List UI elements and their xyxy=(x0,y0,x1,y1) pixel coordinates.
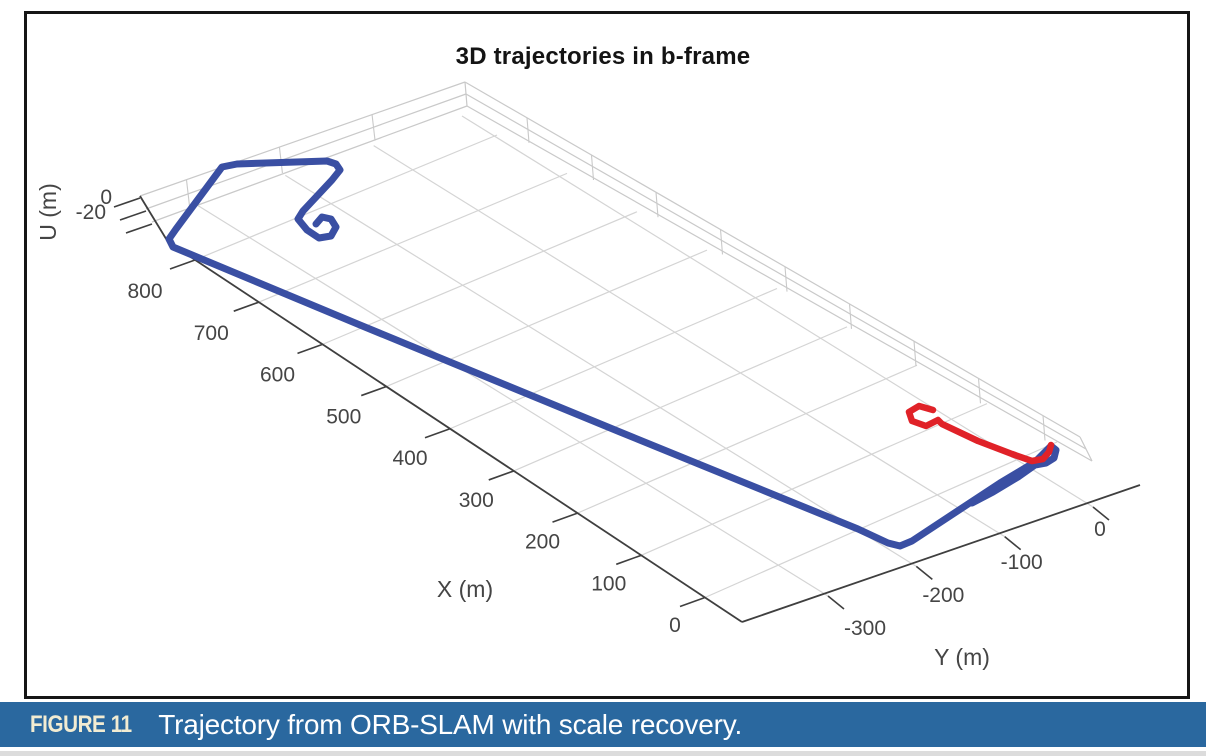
page-bottom-edge xyxy=(0,751,1206,756)
trajectory-red-trajectory xyxy=(905,402,1055,465)
x-tick-label: 200 xyxy=(525,531,560,554)
axis-labels: X (m) Y (m) U (m) xyxy=(35,183,990,670)
x-tick-label: 600 xyxy=(260,364,295,387)
x-tick-label: 800 xyxy=(127,280,162,303)
z-axis-ticks: 0-20 xyxy=(76,186,153,234)
y-tick-label: -100 xyxy=(1001,551,1043,574)
plot-title: 3D trajectories in b-frame xyxy=(455,43,751,70)
x-tick-label: 400 xyxy=(392,447,427,470)
floor-grid xyxy=(194,115,1094,599)
x-axis-ticks: 800 700 600 500 400 300 200 100 0 xyxy=(127,259,706,637)
x-tick-label: 500 xyxy=(326,405,361,428)
figure-border-frame xyxy=(24,11,1190,699)
y-axis-label: Y (m) xyxy=(934,644,990,670)
y-axis-ticks: -300 -200 -100 0 xyxy=(827,506,1110,640)
x-tick-label: 0 xyxy=(669,614,681,637)
z-axis-label: U (m) xyxy=(35,183,61,240)
figure-caption-bar: FIGURE 11 Trajectory from ORB-SLAM with … xyxy=(0,702,1206,747)
x-tick-label: 100 xyxy=(591,572,626,595)
figure-caption-text: Trajectory from ORB-SLAM with scale reco… xyxy=(158,708,743,740)
figure-caption-label: FIGURE 11 xyxy=(30,710,132,738)
box-edges xyxy=(139,81,1093,462)
x-tick-label: 700 xyxy=(194,322,229,345)
x-tick-label: 300 xyxy=(459,489,494,512)
z-tick-label: -20 xyxy=(76,201,106,224)
y-tick-label: 0 xyxy=(1094,518,1106,541)
y-tick-label: -200 xyxy=(922,584,964,607)
blue-trajectory xyxy=(165,157,1060,550)
axis-lines xyxy=(139,195,1141,623)
x-axis-label: X (m) xyxy=(437,576,493,602)
z-tick-label: 0 xyxy=(100,186,112,209)
y-tick-label: -300 xyxy=(844,617,886,640)
red-trajectory xyxy=(905,402,1055,465)
trajectory-blue-trajectory xyxy=(165,157,1060,550)
